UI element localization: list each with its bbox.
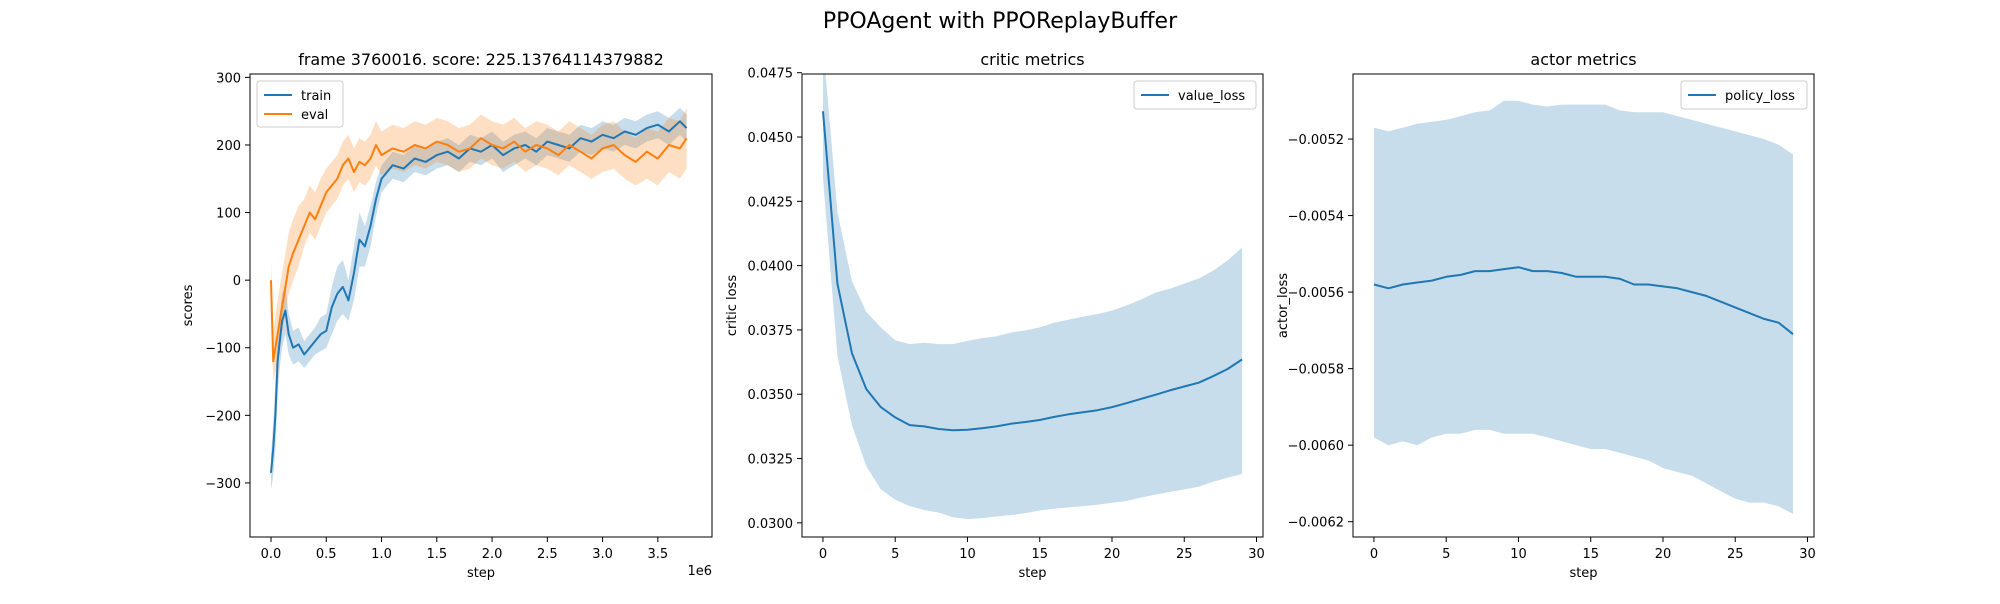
legend-box	[1680, 80, 1808, 110]
series-line-policy_loss	[1373, 266, 1794, 335]
subplot-2: 0 5 10 15 20 25 30 0.0300 0.0325 0.0350 0.0375 0.04…	[725, 50, 1265, 581]
y-tick-label: 0.0375	[748, 324, 794, 339]
x-axis-label: step	[1569, 566, 1597, 581]
y-tick-label: −0.0062	[1288, 516, 1344, 531]
x-tick-label: 15	[1582, 547, 1599, 562]
subplot-title: frame 3760016. score: 225.13764114379882	[298, 50, 664, 69]
y-tick-label: −0.0060	[1288, 439, 1344, 454]
x-tick-label: 15	[1031, 547, 1048, 562]
y-tick-label: 0.0300	[748, 517, 794, 532]
y-tick-label: −0.0054	[1288, 210, 1344, 225]
figure-suptitle: PPOAgent with PPOReplayBuffer	[823, 9, 1178, 34]
y-axis-label: critic loss	[725, 275, 740, 336]
x-tick-label: 3.5	[647, 547, 668, 562]
band-eval	[271, 107, 687, 382]
y-tick-label: 0.0450	[748, 131, 794, 146]
y-tick-label: −0.0052	[1288, 133, 1344, 148]
x-tick-label: 20	[1655, 547, 1672, 562]
y-tick-label: 0.0475	[748, 67, 794, 82]
series-line-eval	[270, 137, 688, 363]
series-line-value_loss	[822, 111, 1243, 432]
legend-box	[1133, 80, 1257, 110]
legend: value_loss	[1133, 80, 1257, 110]
y-axis-label: actor_loss	[1276, 273, 1291, 338]
y-tick-label: 0.0400	[748, 260, 794, 275]
x-tick-label: 2.0	[482, 547, 503, 562]
y-axis-label: scores	[181, 284, 196, 326]
band-value_loss	[823, 74, 1242, 519]
x-tick-label: 1.5	[426, 547, 447, 562]
x-tick-label: 2.5	[537, 547, 558, 562]
x-tick-label: 10	[1510, 547, 1527, 562]
x-tick-label: 5	[891, 547, 899, 562]
series-line-train	[270, 120, 688, 473]
legend-label-value_loss: value_loss	[1178, 89, 1245, 104]
x-tick-label: 0	[1370, 547, 1378, 562]
legend-box	[256, 80, 344, 128]
legend-label-train: train	[301, 89, 331, 104]
subplot-1: 0.0 0.5 1.0 1.5 2.0 2.5 3.0 3.5 −300 −200 −100 0 100…	[181, 50, 713, 581]
y-tick-label: −300	[205, 477, 241, 492]
x-tick-label: 25	[1176, 547, 1193, 562]
y-tick-label: 0.0325	[748, 453, 794, 468]
y-tick-label: 100	[216, 207, 241, 222]
y-tick-label: −0.0058	[1288, 363, 1344, 378]
subplots: 0.0 0.5 1.0 1.5 2.0 2.5 3.0 3.5−300−200−1000100…	[181, 50, 1816, 581]
subplot-3: 0 5 10 15 20 25 30 −0.0062 −0.0060 −0.0058 −0.0056…	[1276, 50, 1816, 581]
plot-area	[1373, 100, 1794, 515]
axes-frame	[801, 73, 1264, 538]
x-tick-label: 20	[1104, 547, 1121, 562]
x-tick-label: 10	[959, 547, 976, 562]
x-tick-label: 0.0	[261, 547, 282, 562]
x-tick-label: 30	[1248, 547, 1265, 562]
y-tick-label: 300	[216, 71, 241, 86]
legend-label-eval: eval	[301, 108, 328, 123]
plot-area	[822, 74, 1243, 519]
y-tick-label: −0.0056	[1288, 286, 1344, 301]
x-axis-label: step	[1018, 566, 1046, 581]
legend: train eval	[256, 80, 344, 128]
y-tick-label: −100	[205, 342, 241, 357]
x-tick-label: 25	[1727, 547, 1744, 562]
x-tick-label: 3.0	[592, 547, 613, 562]
x-axis-label: step	[467, 566, 495, 581]
x-tick-label: 0	[819, 547, 827, 562]
axes-frame	[1352, 73, 1815, 538]
band-policy_loss	[1374, 100, 1793, 515]
x-tick-label: 5	[1442, 547, 1450, 562]
x-tick-label: 1.0	[371, 547, 392, 562]
axes-frame	[249, 73, 713, 538]
subplot-title: critic metrics	[980, 50, 1084, 69]
y-tick-label: 0.0425	[748, 195, 794, 210]
y-tick-label: 200	[216, 139, 241, 154]
legend: policy_loss	[1680, 80, 1808, 110]
y-tick-label: 0.0350	[748, 388, 794, 403]
legend-label-policy_loss: policy_loss	[1725, 89, 1795, 104]
subplot-title: actor metrics	[1530, 50, 1636, 69]
x-tick-label: 0.5	[316, 547, 337, 562]
plot-area	[270, 107, 688, 490]
x-offset-text: 1e6	[687, 564, 712, 579]
y-tick-label: 0	[233, 274, 241, 289]
y-tick-label: −200	[205, 409, 241, 424]
x-tick-label: 30	[1799, 547, 1816, 562]
